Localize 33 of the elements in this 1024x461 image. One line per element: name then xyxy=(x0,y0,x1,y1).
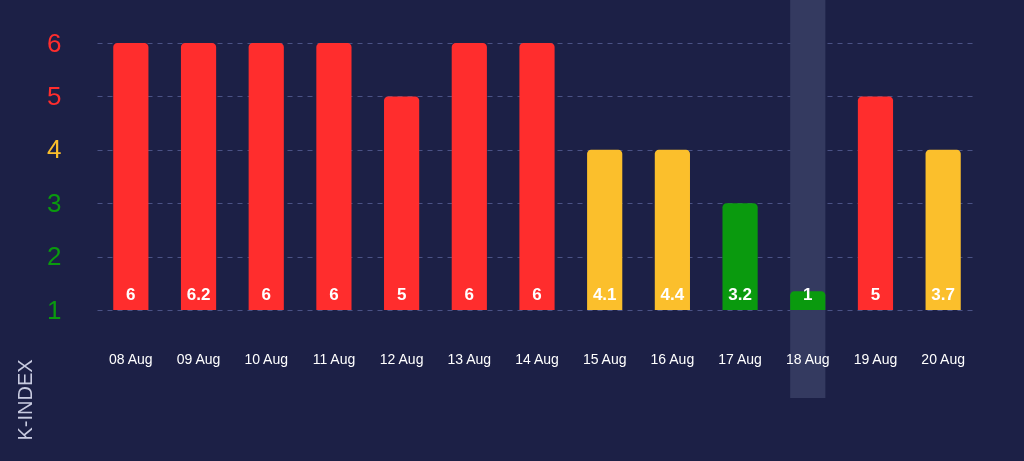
annotation: 3.7 xyxy=(931,285,955,304)
annotation: 4.1 xyxy=(592,285,617,304)
y-tick-label: 6 xyxy=(47,27,62,58)
x-tick-label: 09 Aug xyxy=(176,350,221,367)
y-tick-label: 3 xyxy=(47,187,62,218)
x-tick-label: 16 Aug xyxy=(650,350,695,367)
annotation: 5 xyxy=(396,285,407,304)
annotation: 6.2 xyxy=(186,285,211,304)
y-tick-label: 4 xyxy=(47,134,62,165)
x-tick-label: 12 Aug xyxy=(379,350,424,367)
x-tick-label: 13 Aug xyxy=(447,350,492,367)
annotation: 3.2 xyxy=(728,285,752,304)
x-tick-label: 11 Aug xyxy=(312,350,356,367)
x-tick-label: 15 Aug xyxy=(582,350,627,367)
y-axis-title: K-INDEX xyxy=(13,359,36,441)
annotation: 6 xyxy=(464,285,475,304)
y-tick-label: 1 xyxy=(47,294,62,325)
x-tick-label: 08 Aug xyxy=(109,350,153,367)
y-tick-label: 5 xyxy=(47,80,62,111)
annotation: 6 xyxy=(261,285,271,304)
annotation: 6 xyxy=(532,285,542,304)
x-tick-label: 10 Aug xyxy=(244,350,289,367)
annotation: 6 xyxy=(329,285,339,304)
y-tick-label: 2 xyxy=(47,241,62,272)
x-tick-label: 18 Aug xyxy=(785,350,830,367)
x-tick-label: 19 Aug xyxy=(853,350,898,367)
annotation: 6 xyxy=(126,285,136,304)
x-tick-label: 14 Aug xyxy=(515,350,559,367)
x-tick-label: 20 Aug xyxy=(921,350,965,367)
annotation: 1 xyxy=(803,285,813,304)
annotation: 4.4 xyxy=(660,285,685,304)
x-tick-label: 17 Aug xyxy=(718,350,762,367)
annotation: 5 xyxy=(870,285,881,304)
